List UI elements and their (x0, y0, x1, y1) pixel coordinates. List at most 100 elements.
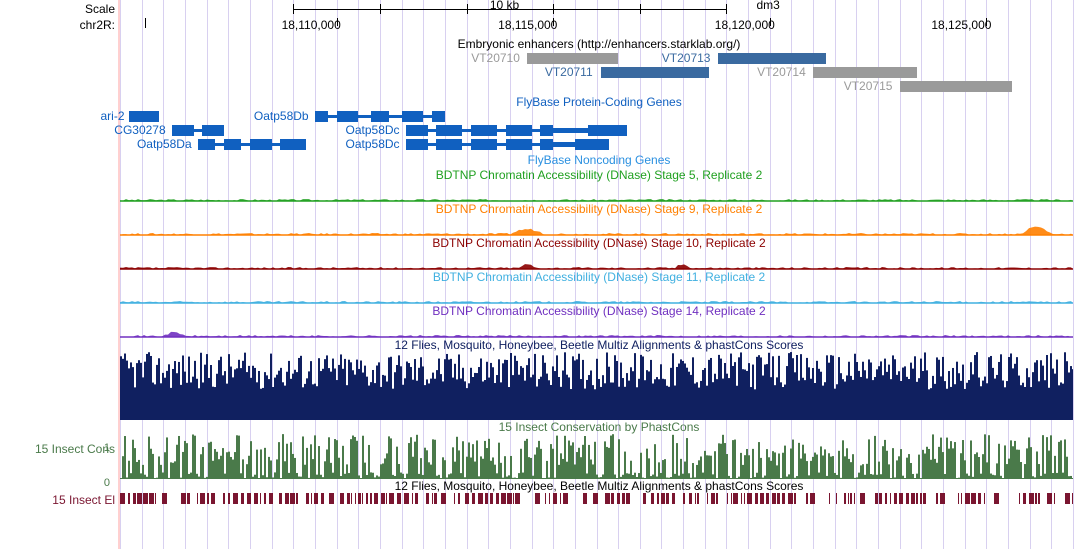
conserved-element[interactable] (697, 493, 699, 504)
conserved-element[interactable] (906, 493, 909, 504)
conserved-element[interactable] (727, 493, 728, 504)
conserved-element[interactable] (340, 493, 344, 504)
enhancer-label[interactable]: VT20710 (471, 51, 520, 65)
conserved-element[interactable] (211, 493, 215, 504)
conserved-element[interactable] (374, 493, 378, 504)
conserved-element[interactable] (806, 493, 808, 504)
conserved-element[interactable] (875, 493, 878, 504)
conserved-element[interactable] (358, 493, 361, 504)
gene-label[interactable]: ari-2 (57, 109, 125, 123)
conserved-element[interactable] (879, 493, 882, 504)
conserved-element[interactable] (458, 493, 460, 504)
conserved-element[interactable] (254, 493, 258, 504)
conserved-element[interactable] (794, 493, 796, 504)
conserved-element[interactable] (994, 493, 999, 504)
conserved-element[interactable] (666, 493, 669, 504)
conserved-element[interactable] (1019, 493, 1020, 504)
gene-exon[interactable] (172, 125, 194, 136)
conserved-element[interactable] (553, 493, 557, 504)
conserved-element[interactable] (197, 493, 198, 504)
gene-exon[interactable] (406, 139, 428, 150)
conserved-element[interactable] (1035, 493, 1037, 504)
conserved-element[interactable] (434, 493, 437, 504)
conserved-element[interactable] (478, 493, 483, 504)
conserved-element[interactable] (716, 493, 718, 504)
enhancer-label[interactable]: VT20713 (662, 51, 711, 65)
gene-label[interactable]: CG30278 (98, 123, 166, 137)
conserved-element[interactable] (279, 493, 282, 504)
conserved-element[interactable] (311, 493, 312, 504)
conserved-element[interactable] (854, 493, 855, 504)
gene-label[interactable]: Oatp58Dc (332, 123, 400, 137)
conserved-element[interactable] (611, 493, 614, 504)
conserved-element[interactable] (651, 493, 654, 504)
gene-exon[interactable] (202, 125, 224, 136)
conserved-element[interactable] (412, 493, 413, 504)
conserved-element[interactable] (916, 493, 918, 504)
conserved-element[interactable] (971, 493, 976, 504)
conserved-element[interactable] (329, 493, 334, 504)
conserved-element[interactable] (850, 493, 852, 504)
conserved-element[interactable] (549, 493, 550, 504)
conserved-element[interactable] (711, 493, 715, 504)
conserved-element[interactable] (890, 493, 891, 504)
conserved-element[interactable] (207, 493, 209, 504)
conserved-element[interactable] (1023, 493, 1026, 504)
conserved-element[interactable] (269, 493, 273, 504)
conserved-element[interactable] (515, 493, 520, 504)
conserved-element[interactable] (978, 493, 981, 504)
conserved-element[interactable] (441, 493, 446, 504)
conserved-element[interactable] (355, 493, 356, 504)
gene-exon[interactable] (506, 125, 532, 136)
conserved-element[interactable] (370, 493, 372, 504)
conserved-element[interactable] (899, 493, 903, 504)
conserved-element[interactable] (741, 493, 742, 504)
conserved-element[interactable] (1029, 493, 1034, 504)
conserved-element[interactable] (233, 493, 238, 504)
conserved-element[interactable] (911, 493, 915, 504)
conserved-element[interactable] (563, 493, 568, 504)
enhancer-block[interactable] (601, 67, 709, 78)
conserved-element[interactable] (545, 493, 546, 504)
conserved-element[interactable] (264, 493, 266, 504)
conserved-element[interactable] (848, 493, 849, 504)
gene-exon[interactable] (540, 139, 553, 150)
gene-exon[interactable] (436, 125, 462, 136)
gene-exon[interactable] (406, 125, 428, 136)
gene-exon[interactable] (280, 139, 306, 150)
conserved-element[interactable] (661, 493, 665, 504)
gene-exon[interactable] (588, 125, 627, 136)
conserved-element[interactable] (984, 493, 985, 504)
conserved-element[interactable] (593, 493, 598, 504)
conserved-element[interactable] (766, 493, 769, 504)
conserved-element[interactable] (958, 493, 959, 504)
conserved-element[interactable] (744, 493, 745, 504)
gene-exon[interactable] (506, 139, 532, 150)
gene-exon[interactable] (436, 139, 462, 150)
enhancer-block[interactable] (718, 53, 826, 64)
conserved-element[interactable] (605, 493, 610, 504)
conserved-element[interactable] (829, 493, 830, 504)
conserved-element[interactable] (1047, 493, 1052, 504)
conserved-element[interactable] (672, 493, 675, 504)
conserved-element[interactable] (836, 493, 837, 504)
conserved-element[interactable] (241, 493, 244, 504)
conserved-element[interactable] (404, 493, 409, 504)
conserved-element[interactable] (306, 493, 309, 504)
conserved-element[interactable] (128, 493, 130, 504)
gene-exon[interactable] (471, 139, 497, 150)
conserved-element[interactable] (885, 493, 887, 504)
conserved-element[interactable] (187, 493, 190, 504)
conserved-element[interactable] (583, 493, 587, 504)
enhancer-label[interactable]: VT20714 (757, 65, 806, 79)
conserved-element[interactable] (810, 493, 815, 504)
enhancer-label[interactable]: VT20711 (545, 65, 593, 79)
conserved-element[interactable] (707, 493, 708, 504)
conserved-element[interactable] (247, 493, 251, 504)
conserved-element[interactable] (622, 493, 625, 504)
conserved-element[interactable] (200, 493, 205, 504)
enhancer-block[interactable] (527, 53, 618, 64)
conserved-element[interactable] (381, 493, 385, 504)
conserved-element[interactable] (485, 493, 488, 504)
conserved-element[interactable] (755, 493, 758, 504)
